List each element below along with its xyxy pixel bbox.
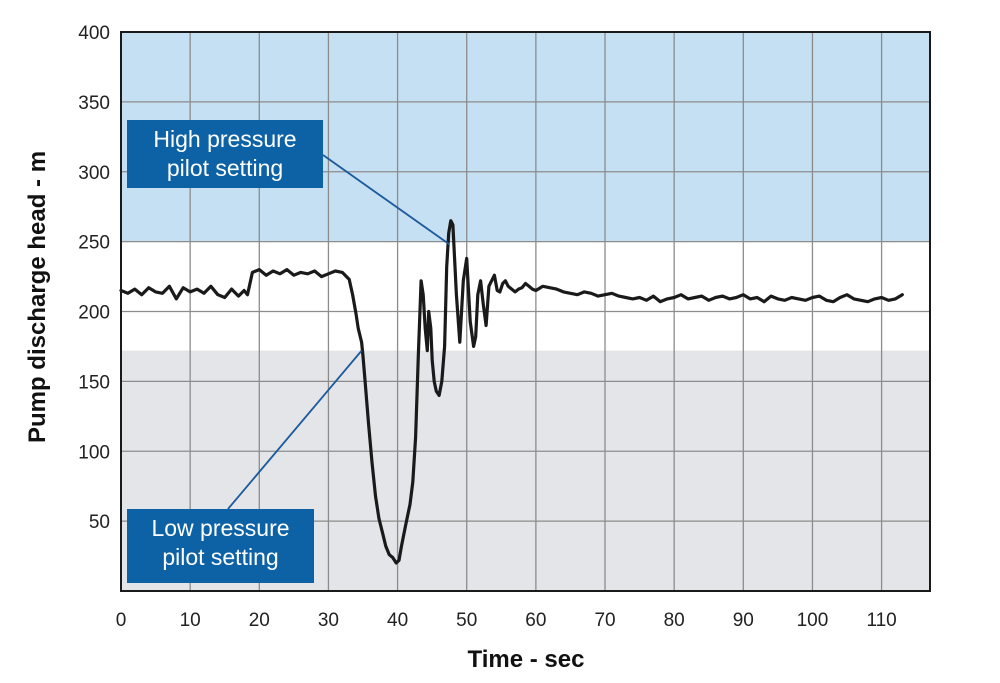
low-pressure-callout-text: Low pressure	[151, 515, 289, 541]
series-layer	[119, 219, 904, 565]
high-pressure-callout-text: pilot setting	[167, 155, 283, 181]
y-tick-label: 400	[78, 23, 110, 44]
y-tick-label: 150	[78, 372, 110, 393]
x-tick-label: 40	[387, 610, 408, 631]
y-axis-title: Pump discharge head - m	[24, 151, 51, 443]
x-tick-label: 100	[797, 610, 829, 631]
plot-frame	[120, 31, 931, 592]
callouts: High pressure pilot setting Low pressure pi…	[127, 120, 450, 583]
x-tick-label: 30	[318, 610, 339, 631]
x-tick-label: 110	[866, 610, 896, 631]
x-tick-label: 20	[249, 610, 270, 631]
x-tick-label: 70	[594, 610, 615, 631]
series-line	[119, 219, 904, 565]
low-pressure-callout-box	[127, 509, 314, 583]
x-tick-label: 10	[180, 610, 201, 631]
plot-border	[120, 31, 931, 592]
low-pressure-callout-text: pilot setting	[162, 544, 278, 570]
y-tick-label: 50	[89, 512, 110, 533]
high-pressure-leader-line	[322, 154, 450, 246]
x-tick-label: 50	[456, 610, 477, 631]
tick-labels: 0 10 20 30 40 50 60 70 80 90 100 110 50 100 150 200 250 3…	[78, 23, 896, 631]
gridlines	[121, 32, 930, 591]
low-pressure-leader-line	[227, 350, 363, 510]
x-axis-title: Time - sec	[468, 646, 585, 673]
y-tick-label: 100	[78, 442, 110, 463]
high-pressure-callout-text: High pressure	[153, 126, 296, 152]
y-tick-label: 200	[78, 303, 110, 324]
high-pressure-callout-box	[127, 120, 323, 188]
y-tick-label: 250	[78, 233, 110, 254]
x-tick-label: 60	[525, 610, 546, 631]
y-tick-label: 350	[78, 93, 110, 114]
x-tick-label: 0	[116, 610, 127, 631]
y-tick-label: 300	[78, 163, 110, 184]
pressure-bands	[121, 32, 930, 591]
x-tick-label: 80	[664, 610, 685, 631]
x-tick-label: 90	[733, 610, 754, 631]
